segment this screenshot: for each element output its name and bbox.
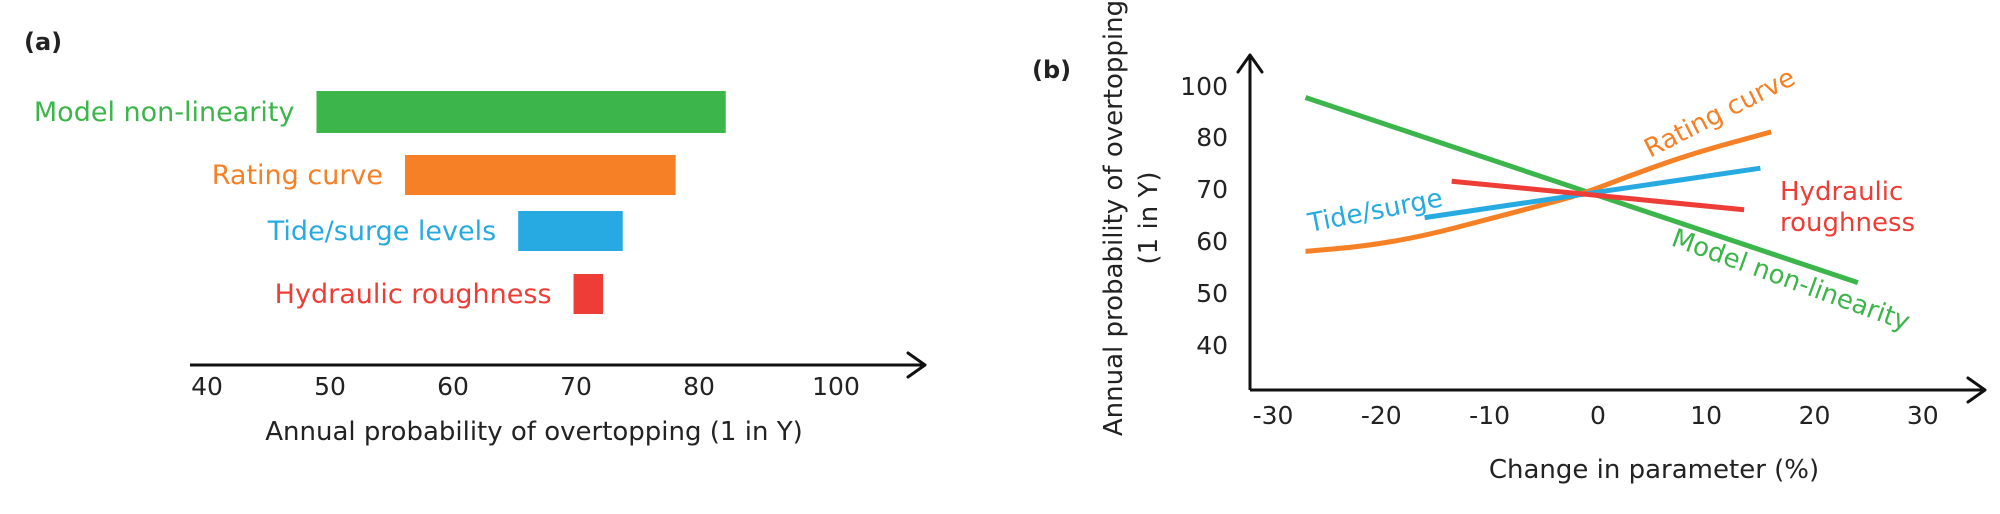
panel-a-tornado-chart: (a) Model non-linearity Rating curve Tide/… [24,28,927,447]
x-tick-20: 20 [1799,401,1831,430]
panel-b-y-ticks: 40 50 60 70 80 100 [1180,72,1228,360]
panel-a-label: (a) [24,28,62,56]
x-tick-0: 0 [1590,401,1606,430]
panel-a-x-axis-title: Annual probability of overtopping (1 in … [265,417,802,447]
y-tick-60: 60 [1196,227,1228,256]
panel-b-x-ticks: -30 -20 -10 0 10 20 30 [1253,401,1939,430]
bar-hydraulic-roughness [573,274,604,314]
panel-b-x-axis-arrow [1966,376,1987,404]
category-label-hydraulic-roughness: Hydraulic roughness [275,279,552,310]
panel-a-x-axis-arrow [906,351,927,379]
line-model-non-linearity [1304,95,1859,285]
panel-b-y-axis-arrow [1236,53,1264,74]
x-tick-10: 10 [1690,401,1722,430]
series-label-hydraulic-roughness: Hydraulic roughness [1780,177,1915,238]
y-tick-70: 70 [1196,175,1228,204]
panel-b-y-axis-title-line-1: Annual probability of overtopping [1099,0,1129,436]
y-tick-50: 50 [1196,279,1228,308]
x-tick-50: 50 [314,372,346,401]
panel-b-series-lines [1304,95,1859,285]
x-tick-minus-20: -20 [1361,401,1402,430]
panel-b-y-axis-title-line-2: (1 in Y) [1134,172,1164,265]
bar-model-non-linearity [316,91,726,133]
y-tick-40: 40 [1196,331,1228,360]
panel-b-y-axis-title: Annual probability of overtopping (1 in … [1099,0,1164,436]
x-tick-30: 30 [1907,401,1939,430]
panel-b-label: (b) [1032,56,1071,84]
x-tick-100: 100 [812,372,860,401]
x-tick-80: 80 [683,372,715,401]
panel-a-category-labels: Model non-linearity Rating curve Tide/surg… [34,97,552,310]
panel-a-x-ticks: 40 50 60 70 80 100 [191,372,860,401]
panel-b-sensitivity-lines: (b) -30 -20 -10 0 10 20 30 40 50 60 70 80 100 Chang… [1032,0,1987,485]
bar-tide-surge-levels [518,211,623,251]
category-label-model-non-linearity: Model non-linearity [34,97,295,128]
x-tick-40: 40 [191,372,223,401]
category-label-tide-surge-levels: Tide/surge levels [267,216,496,247]
panel-b-x-axis-title: Change in parameter (%) [1489,455,1819,485]
y-tick-80: 80 [1196,123,1228,152]
line-rating-curve [1305,129,1773,254]
x-tick-minus-30: -30 [1253,401,1294,430]
line-hydraulic-roughness [1451,178,1745,213]
x-tick-70: 70 [560,372,592,401]
panel-a-bars [316,91,726,314]
series-label-rating-curve: Rating curve [1640,63,1801,165]
x-tick-minus-10: -10 [1469,401,1510,430]
category-label-rating-curve: Rating curve [212,160,383,191]
x-tick-60: 60 [437,372,469,401]
bar-rating-curve [405,155,676,195]
series-label-model-non-linearity: Model non-linearity [1668,223,1914,337]
y-tick-100: 100 [1180,72,1228,101]
series-label-tide-surge: Tide/surge [1305,183,1446,239]
